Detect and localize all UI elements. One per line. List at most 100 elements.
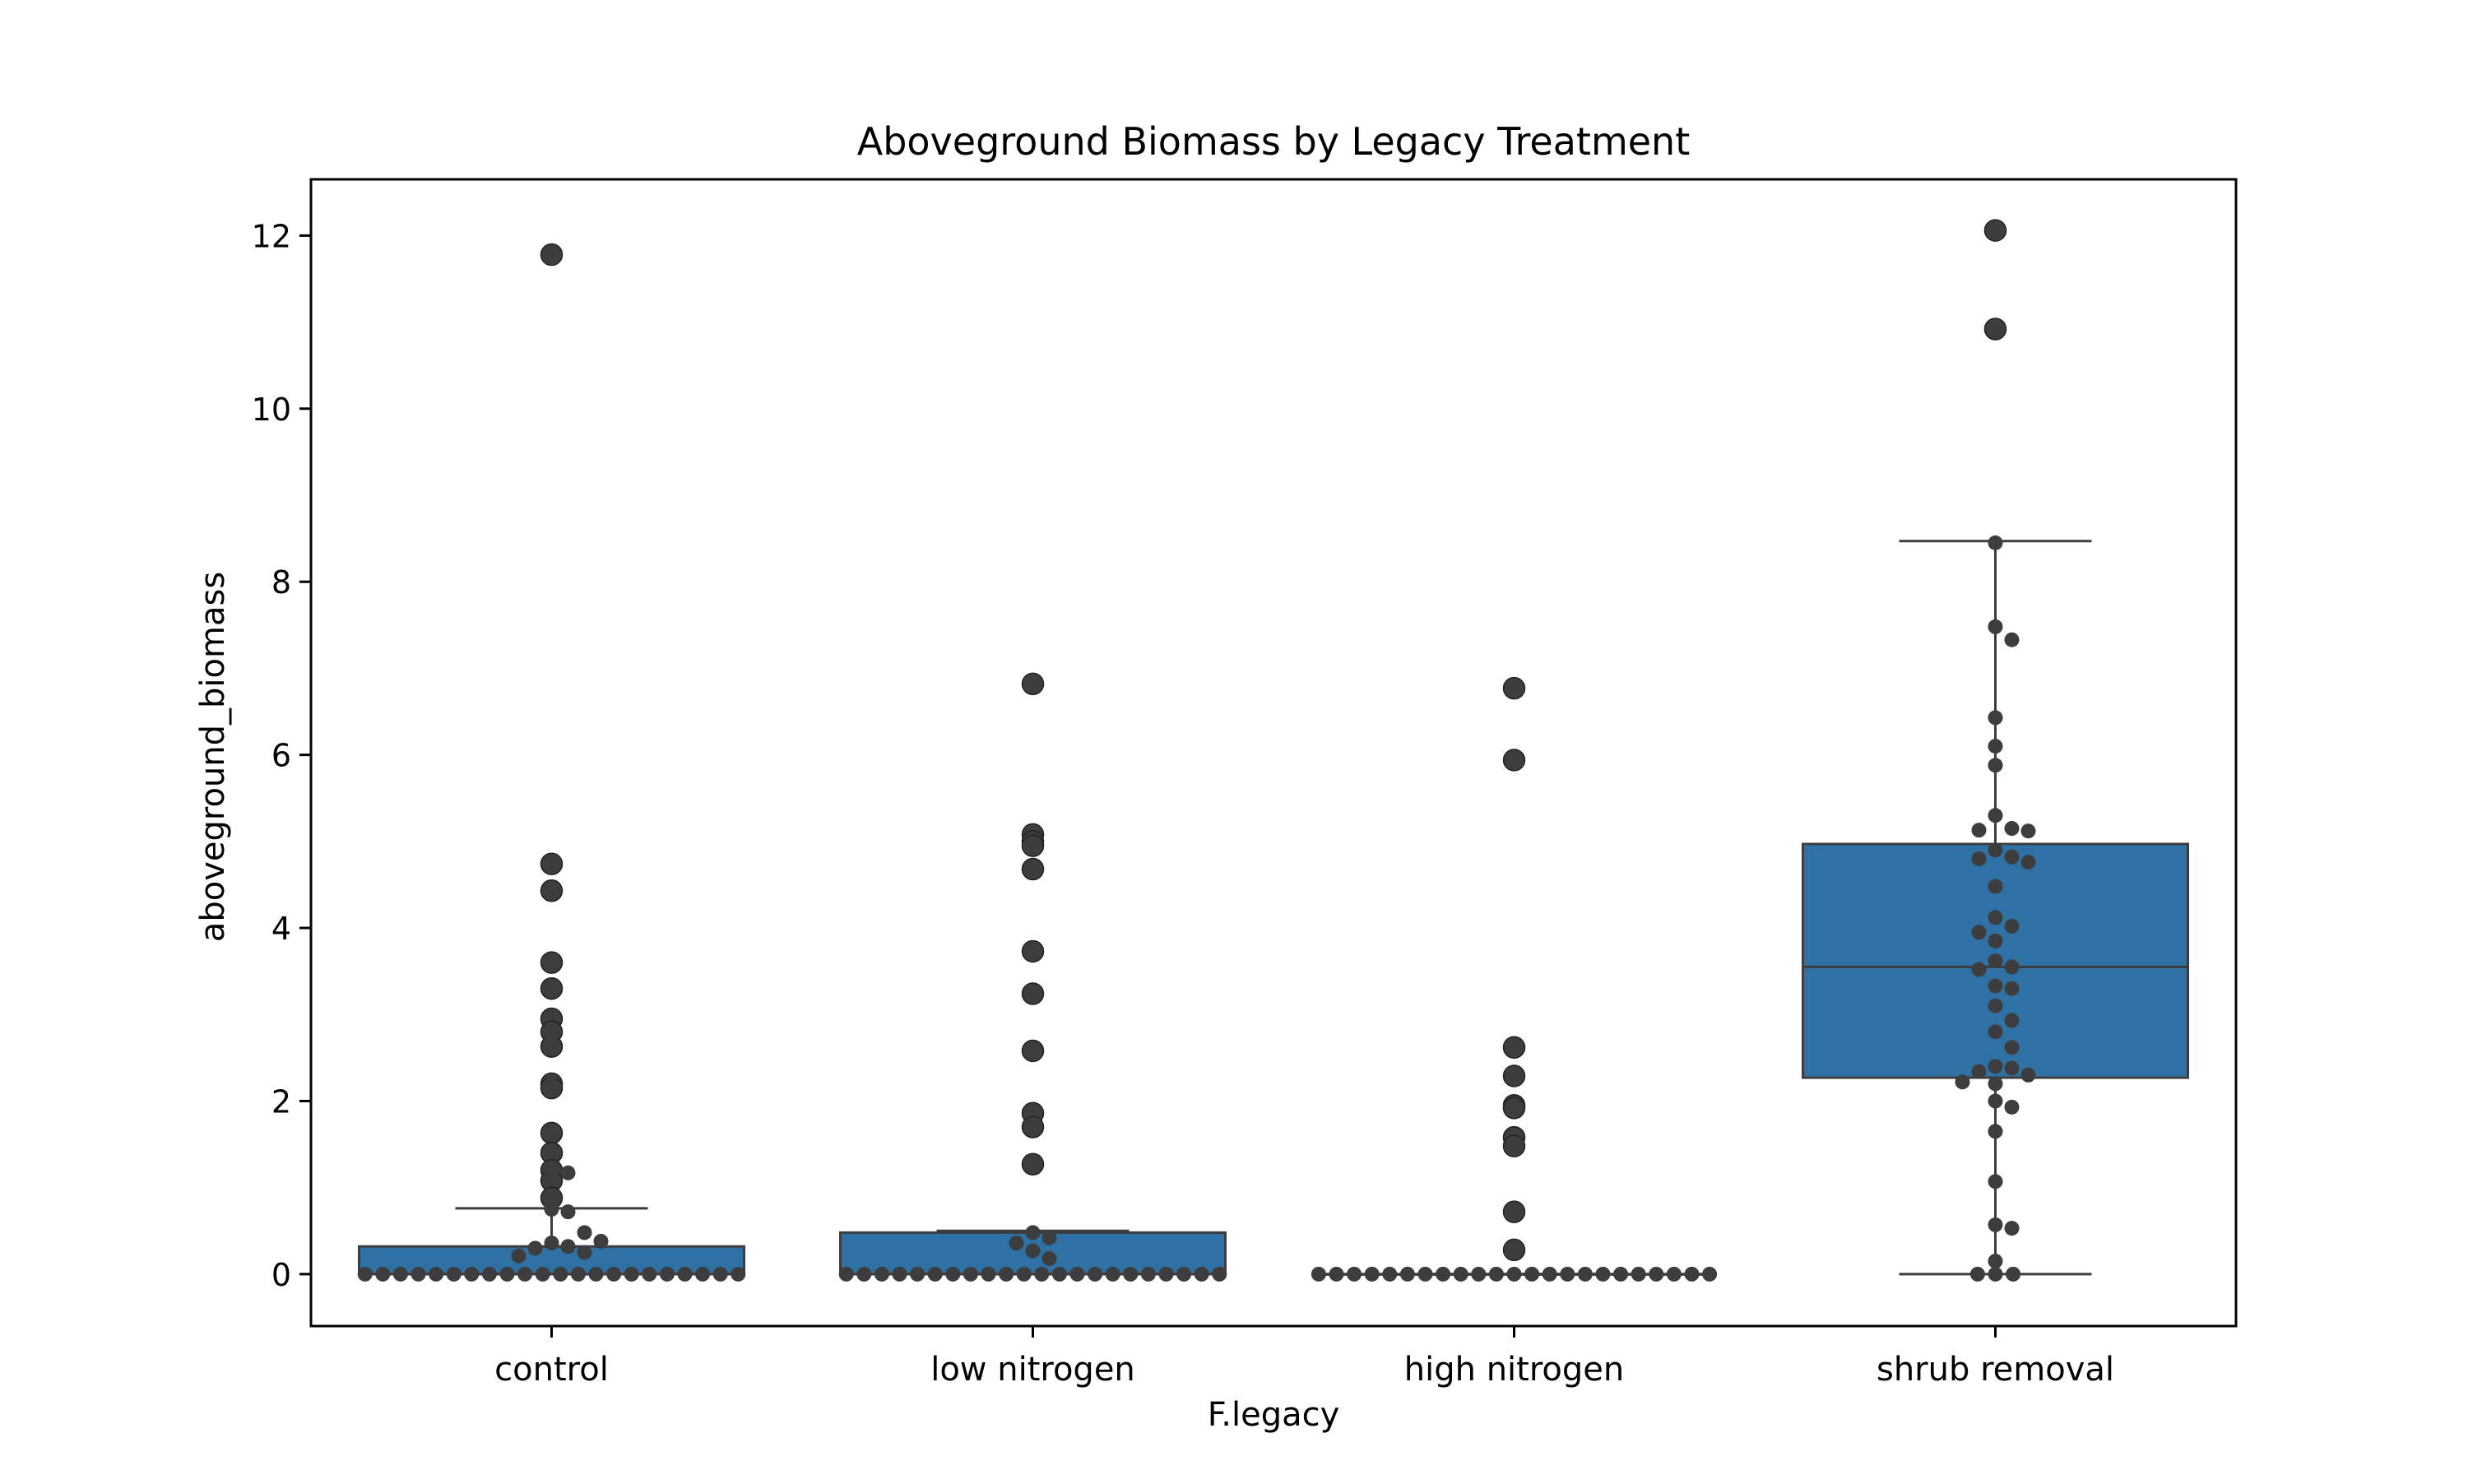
swarm-point-zero xyxy=(1488,1266,1504,1282)
outlier-point xyxy=(1502,749,1526,772)
swarm-point-zero xyxy=(1158,1266,1174,1282)
axes: 0 2 4 6 8 10 12 control low nitrogen high nitroge… xyxy=(252,218,2114,1389)
swarm-point xyxy=(1988,1059,2003,1074)
swarm-point xyxy=(1988,842,2003,858)
swarm-point-zero xyxy=(553,1266,568,1282)
swarm-point xyxy=(1025,1243,1041,1259)
swarm-point xyxy=(1009,1236,1024,1251)
swarm-point-zero xyxy=(375,1266,391,1282)
swarm-point-zero xyxy=(499,1266,515,1282)
swarm-point xyxy=(577,1225,592,1241)
swarm-point xyxy=(1988,953,2003,969)
swarm-point xyxy=(1971,962,1987,977)
swarm-point xyxy=(1988,619,2003,634)
swarm-point xyxy=(1041,1250,1057,1266)
swarm-point xyxy=(1988,739,2003,754)
swarm-point-zero xyxy=(1105,1266,1120,1282)
swarm-point xyxy=(544,1163,559,1179)
swarm-point-zero xyxy=(1684,1266,1700,1282)
outlier-point xyxy=(1502,1134,1526,1157)
swarm-point xyxy=(2004,821,2020,837)
swarm-point xyxy=(544,1026,559,1041)
swarm-point-zero xyxy=(606,1266,622,1282)
swarm-point-zero xyxy=(838,1266,854,1282)
swarm-point-zero xyxy=(1140,1266,1156,1282)
swarm-point xyxy=(2004,918,2020,934)
swarm-point-zero xyxy=(570,1266,586,1282)
swarm-point xyxy=(2004,849,2020,865)
swarm-point-zero xyxy=(981,1266,996,1282)
box-group-0 xyxy=(358,243,745,1276)
swarm-point xyxy=(1971,823,1987,838)
swarm-point-zero xyxy=(945,1266,961,1282)
swarm-point-zero xyxy=(963,1266,978,1282)
swarm-point-zero xyxy=(1016,1266,1032,1282)
swarm-point xyxy=(1988,1024,2003,1040)
swarm-point-zero xyxy=(429,1266,444,1282)
swarm-point xyxy=(2004,1013,2020,1028)
swarm-point-zero xyxy=(910,1266,926,1282)
outlier-point xyxy=(1983,318,2007,341)
box-group-2 xyxy=(1320,676,1708,1276)
outlier-point xyxy=(540,951,564,974)
plot-area xyxy=(357,219,2189,1282)
swarm-point xyxy=(544,1201,559,1217)
swarm-point xyxy=(511,1248,527,1264)
swarm-point-zero xyxy=(1088,1266,1103,1282)
swarm-point xyxy=(1988,1254,2003,1269)
swarm-point xyxy=(1988,808,2003,823)
swarm-point-zero xyxy=(1069,1266,1085,1282)
swarm-point xyxy=(2004,632,2020,647)
swarm-point xyxy=(1988,933,2003,948)
swarm-point-zero xyxy=(1613,1266,1629,1282)
swarm-point xyxy=(2004,1060,2020,1076)
swarm-point-zero xyxy=(874,1266,889,1282)
swarm-point xyxy=(1988,535,2003,550)
swarm-point-zero xyxy=(1382,1266,1398,1282)
swarm-point xyxy=(527,1241,543,1256)
swarm-point-zero xyxy=(1595,1266,1611,1282)
plot-frame xyxy=(309,178,2238,1328)
swarm-point-zero xyxy=(392,1266,408,1282)
swarm-point-zero xyxy=(999,1266,1014,1282)
swarm-point-zero xyxy=(659,1266,675,1282)
swarm-point-zero xyxy=(446,1266,462,1282)
swarm-point-zero xyxy=(1471,1266,1487,1282)
swarm-point xyxy=(560,1165,576,1180)
outlier-point xyxy=(540,879,564,902)
outlier-point xyxy=(1021,1152,1045,1176)
outlier-point xyxy=(1021,834,1045,857)
swarm-point xyxy=(1988,998,2003,1013)
swarm-point-zero xyxy=(1524,1266,1540,1282)
swarm-point-zero xyxy=(1329,1266,1344,1282)
swarm-point-zero xyxy=(1542,1266,1557,1282)
outlier-point xyxy=(1502,676,1526,700)
swarm-point-zero xyxy=(1506,1266,1522,1282)
swarm-point-zero xyxy=(2006,1266,2021,1282)
x-tick-label: high nitrogen xyxy=(1404,1351,1624,1389)
swarm-point-zero xyxy=(1577,1266,1593,1282)
outlier-point xyxy=(540,852,564,875)
swarm-point xyxy=(593,1233,609,1249)
swarm-point-zero xyxy=(1649,1266,1664,1282)
swarm-point-zero xyxy=(1560,1266,1575,1282)
swarm-point xyxy=(1988,978,2003,994)
outlier-point xyxy=(1021,982,1045,1005)
swarm-point-zero xyxy=(1051,1266,1067,1282)
swarm-point xyxy=(1971,1064,1987,1079)
swarm-point-zero xyxy=(1347,1266,1362,1282)
swarm-point-zero xyxy=(927,1266,943,1282)
swarm-point-zero xyxy=(1123,1266,1139,1282)
outlier-point xyxy=(1502,1064,1526,1087)
swarm-point-zero xyxy=(517,1266,533,1282)
x-axis-label: F.legacy xyxy=(1208,1396,1340,1434)
zero-points-3 xyxy=(1969,1266,2021,1282)
swarm-point-zero xyxy=(642,1266,657,1282)
outlier-point xyxy=(540,976,564,1000)
swarm-point-zero xyxy=(695,1266,711,1282)
swarm-point-zero xyxy=(464,1266,480,1282)
swarm-point-zero xyxy=(411,1266,426,1282)
swarm-point xyxy=(1988,1093,2003,1109)
